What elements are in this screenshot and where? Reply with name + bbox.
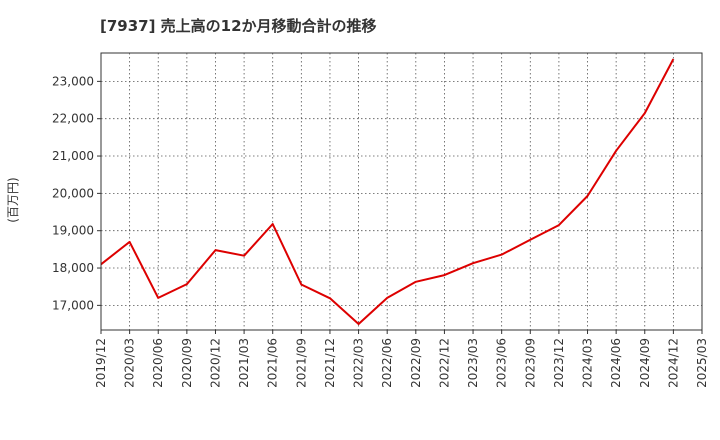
x-tick-label: 2023/03 (466, 338, 480, 388)
y-tick-label: 20,000 (52, 186, 94, 200)
x-tick-label: 2024/09 (638, 338, 652, 388)
x-axis-ticks: 2019/12 2020/03 2020/06 2020/09 2020/12 2021/… (94, 330, 709, 388)
x-tick-label: 2020/03 (123, 338, 137, 388)
series-layer (100, 58, 675, 325)
x-tick-label: 2024/06 (609, 338, 623, 388)
plot-frame (100, 52, 703, 331)
y-tick-label: 22,000 (52, 112, 94, 126)
y-axis-ticks: 17,000 18,000 19,000 20,000 21,000 22,000 23,0… (52, 74, 101, 312)
x-tick-label: 2025/03 (695, 338, 709, 388)
x-tick-label: 2022/12 (437, 338, 451, 388)
x-tick-label: 2020/09 (180, 338, 194, 388)
x-tick-label: 2019/12 (94, 338, 108, 388)
x-tick-label: 2021/09 (294, 338, 308, 388)
chart-title: [7937] 売上高の12か月移動合計の推移 (100, 17, 377, 35)
series-line (100, 58, 675, 325)
x-tick-label: 2022/06 (380, 338, 394, 388)
y-tick-label: 21,000 (52, 149, 94, 163)
y-tick-label: 19,000 (52, 224, 94, 238)
y-axis-label: (百万円) (6, 177, 20, 222)
y-tick-label: 18,000 (52, 261, 94, 275)
x-tick-label: 2022/09 (409, 338, 423, 388)
x-tick-label: 2020/12 (208, 338, 222, 388)
x-tick-label: 2023/12 (552, 338, 566, 388)
x-tick-label: 2024/03 (581, 338, 595, 388)
x-tick-label: 2021/03 (237, 338, 251, 388)
x-tick-label: 2021/12 (323, 338, 337, 388)
x-tick-label: 2023/09 (523, 338, 537, 388)
x-tick-label: 2024/12 (666, 338, 680, 388)
x-tick-label: 2022/03 (352, 338, 366, 388)
y-tick-label: 17,000 (52, 298, 94, 312)
grid (101, 53, 702, 330)
x-tick-label: 2020/06 (151, 338, 165, 388)
x-tick-label: 2023/06 (495, 338, 509, 388)
x-tick-label: 2021/06 (266, 338, 280, 388)
y-tick-label: 23,000 (52, 74, 94, 88)
